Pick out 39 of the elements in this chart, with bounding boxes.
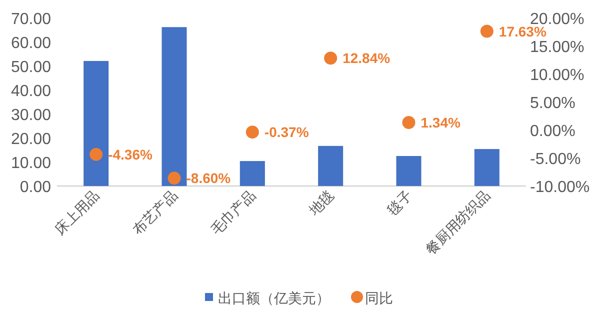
point [90, 148, 103, 161]
y2-tick-label: 5.00% [530, 95, 576, 112]
bar [240, 161, 265, 186]
bar [474, 149, 500, 186]
x-tick-label: 毯子 [384, 186, 415, 218]
point [480, 24, 494, 38]
y-tick-label: 50.00 [10, 59, 52, 76]
x-tick-label: 餐厨用纺织品 [422, 186, 494, 258]
y-tick-label: 40.00 [10, 83, 52, 100]
bar [396, 156, 422, 186]
y2-tick-label: 15.00% [530, 39, 584, 56]
data-label: 1.34% [420, 114, 461, 130]
y2-tick-label: -10.00% [530, 179, 590, 196]
y2-tick-label: 10.00% [530, 67, 584, 84]
x-tick-label: 床上用品 [51, 186, 102, 238]
data-label: -8.60% [186, 170, 232, 186]
data-label: -4.36% [108, 146, 153, 162]
legend-label: 出口额（亿美元） [218, 290, 330, 306]
y-tick-label: 60.00 [10, 35, 52, 52]
x-tick-label: 布艺产品 [129, 186, 180, 238]
point [324, 52, 338, 65]
y-tick-label: 0.00 [20, 179, 52, 196]
legend-label: 同比 [365, 290, 393, 306]
y2-tick-label: 0.00% [530, 123, 576, 140]
bar [162, 27, 187, 186]
y-tick-label: 10.00 [10, 155, 52, 172]
bar [84, 60, 109, 186]
point [168, 172, 181, 185]
x-tick-label: 毛巾产品 [208, 186, 259, 238]
y-tick-label: 20.00 [10, 131, 52, 148]
y-tick-label: 30.00 [10, 107, 52, 124]
x-tick-label: 地毯 [304, 186, 337, 219]
data-label: -0.37% [264, 124, 310, 140]
point [246, 126, 259, 139]
bar [318, 146, 344, 186]
point [402, 116, 416, 129]
y2-tick-label: -5.00% [530, 151, 581, 168]
y-tick-label: 70.00 [10, 11, 52, 28]
data-label: 12.84% [342, 50, 391, 66]
